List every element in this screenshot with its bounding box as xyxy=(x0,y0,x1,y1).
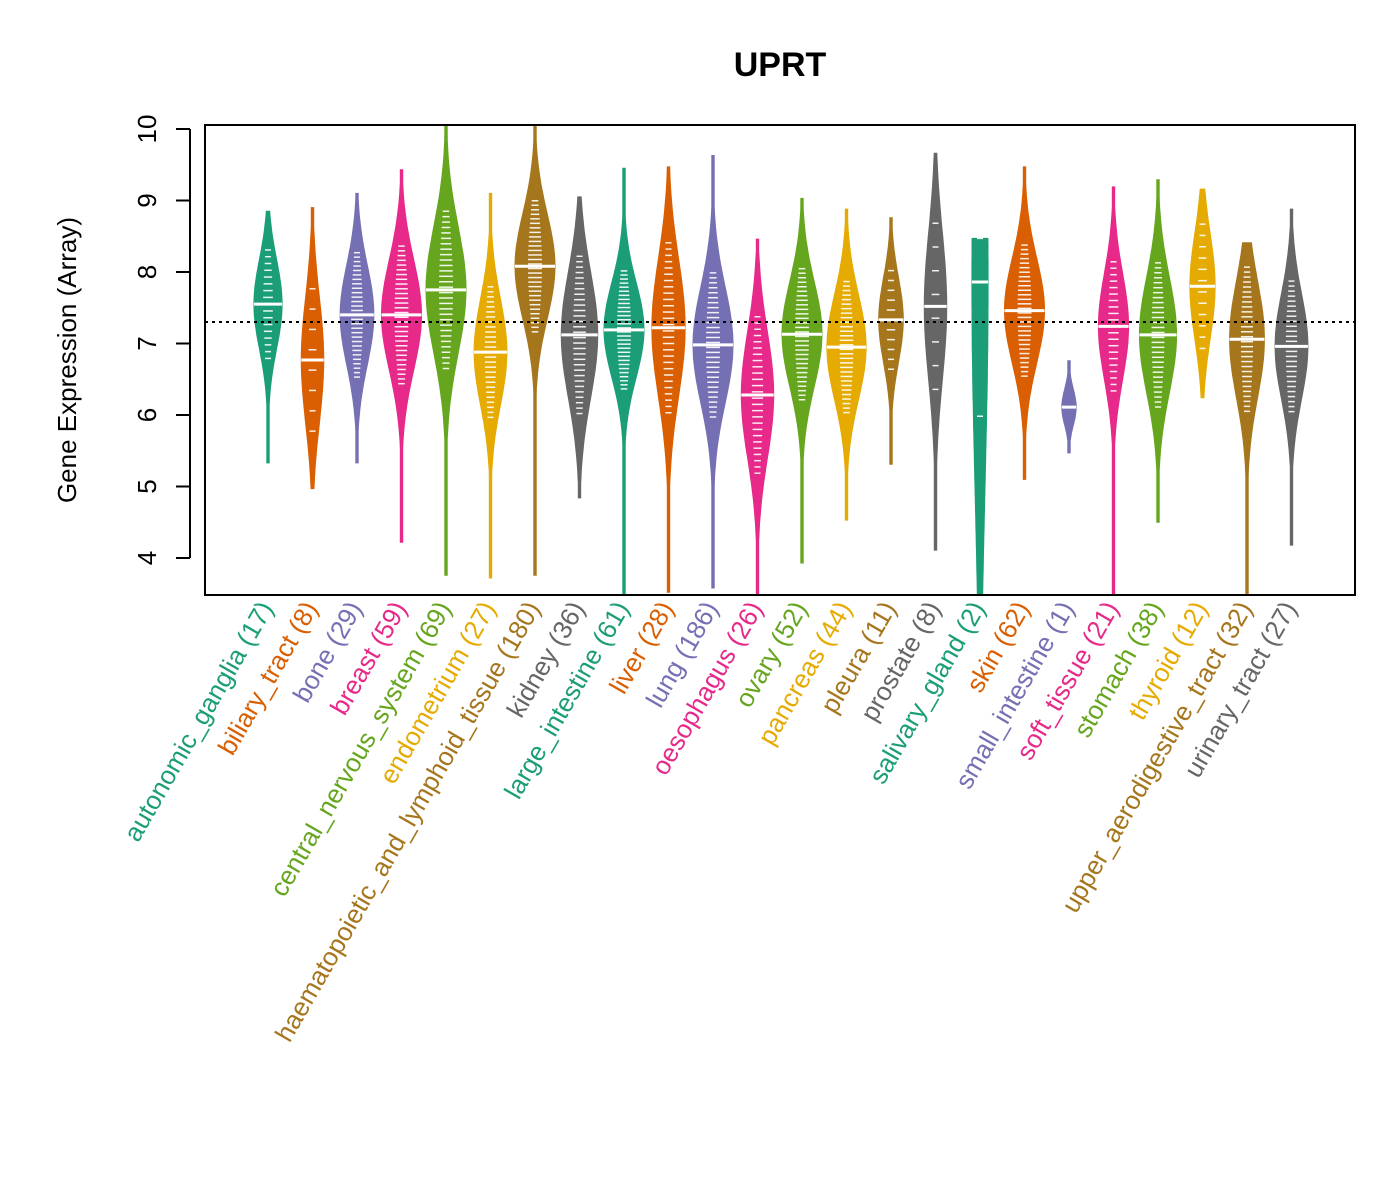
violin-large-intestine xyxy=(603,167,645,595)
y-axis-label: Gene Expression (Array) xyxy=(52,217,82,503)
violin-skin xyxy=(1004,166,1045,480)
chart-title: UPRT xyxy=(734,46,827,84)
y-tick-label: 8 xyxy=(132,265,162,279)
violins-group xyxy=(253,125,1309,595)
y-tick-label: 5 xyxy=(132,479,162,493)
violin-oesophagus xyxy=(740,238,775,595)
violin-prostate xyxy=(923,152,948,551)
violin-bone xyxy=(339,192,375,464)
y-tick-label: 9 xyxy=(132,193,162,207)
violin-ovary xyxy=(781,197,823,564)
violin-small-intestine xyxy=(1061,360,1077,454)
violin-thyroid xyxy=(1189,188,1216,399)
violin-pleura xyxy=(878,217,904,465)
violin-kidney xyxy=(560,196,599,499)
violin-salivary-gland xyxy=(971,237,989,595)
y-axis: 4 5 6 7 8 9 10 xyxy=(132,115,191,565)
violin-breast xyxy=(381,169,422,543)
y-tick-label: 4 xyxy=(132,551,162,565)
violin-lung xyxy=(692,155,734,589)
violin-central-nervous-system xyxy=(425,125,467,576)
x-axis-labels: autonomic_ganglia (17)biliary_tract (8)b… xyxy=(117,596,1302,1047)
y-tick-label: 6 xyxy=(132,408,162,422)
violin-liver xyxy=(651,166,686,593)
y-tick-label: 7 xyxy=(132,336,162,350)
violin-stomach xyxy=(1138,179,1178,523)
plot-frame xyxy=(204,124,1356,596)
violin-autonomic-ganglia xyxy=(253,210,283,464)
y-tick-label: 10 xyxy=(132,115,162,144)
violin-haematopoietic-and-lymphoid-tissue xyxy=(514,125,556,576)
violin-soft-tissue xyxy=(1097,186,1130,595)
violin-biliary-tract xyxy=(300,207,325,490)
violin-endometrium xyxy=(473,192,508,579)
violin-upper-aerodigestive-tract xyxy=(1229,242,1265,595)
violin-pancreas xyxy=(826,208,867,521)
violin-urinary-tract xyxy=(1274,208,1309,546)
